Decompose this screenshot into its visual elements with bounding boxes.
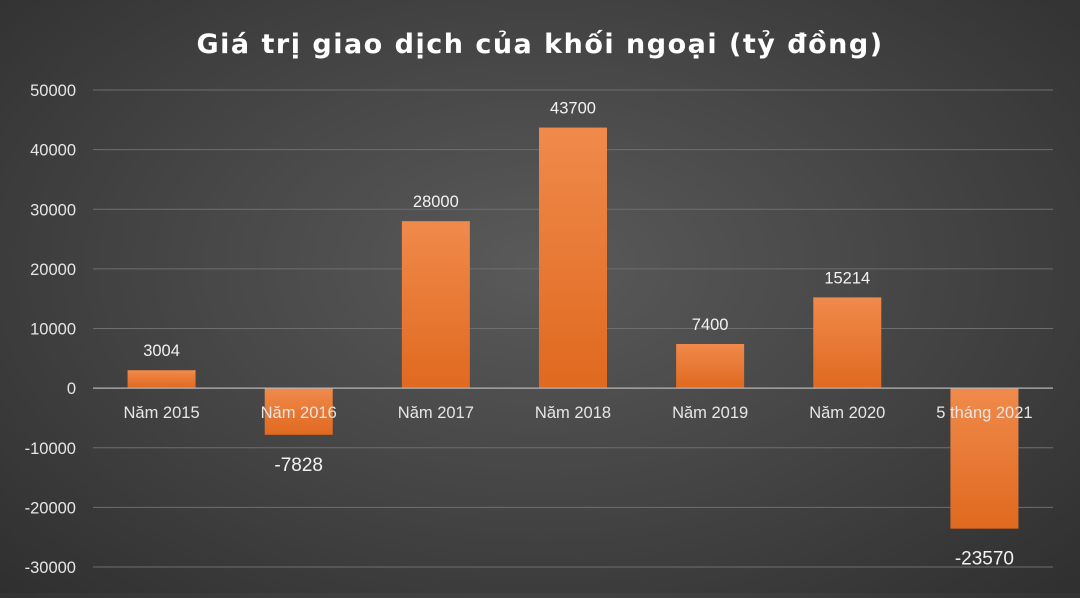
data-label: 3004 bbox=[143, 342, 180, 360]
bars bbox=[127, 127, 1019, 529]
x-axis-category-labels: Năm 2015 Năm 2016 Năm 2017 Năm 2018 Năm 2019… bbox=[124, 404, 1033, 422]
data-label: 7400 bbox=[692, 316, 729, 334]
data-label: 43700 bbox=[550, 100, 596, 118]
bar bbox=[127, 370, 196, 389]
y-tick-label: 40000 bbox=[30, 142, 76, 160]
y-tick-label: -20000 bbox=[25, 499, 76, 517]
data-label: -23570 bbox=[955, 549, 1014, 570]
bar bbox=[401, 221, 470, 389]
x-category-label: Năm 2019 bbox=[672, 404, 748, 422]
y-tick-label: -10000 bbox=[25, 440, 76, 458]
bar bbox=[813, 297, 882, 389]
y-tick-label: 10000 bbox=[30, 321, 76, 339]
data-labels: 3004 -7828 28000 43700 7400 15214 -23570 bbox=[143, 100, 1014, 570]
y-axis-tick-labels: 50000 40000 30000 20000 10000 0 -10000 -20000 -3… bbox=[25, 82, 76, 577]
data-label: -7828 bbox=[274, 455, 323, 476]
bar bbox=[539, 127, 607, 389]
x-category-label: Năm 2020 bbox=[809, 404, 885, 422]
bar bbox=[264, 388, 333, 435]
x-category-label: Năm 2017 bbox=[398, 404, 474, 422]
x-category-label: 5 tháng 2021 bbox=[936, 404, 1032, 422]
y-tick-label: 50000 bbox=[30, 82, 76, 100]
y-tick-label: 30000 bbox=[30, 201, 76, 219]
y-tick-label: -30000 bbox=[25, 559, 76, 577]
y-tick-label: 0 bbox=[67, 380, 76, 398]
x-category-label: Năm 2016 bbox=[261, 404, 337, 422]
data-label: 15214 bbox=[824, 269, 870, 287]
chart-title: Giá trị giao dịch của khối ngoại (tỷ đồn… bbox=[196, 29, 883, 60]
x-category-label: Năm 2015 bbox=[124, 404, 200, 422]
data-label: 28000 bbox=[413, 193, 459, 211]
y-tick-label: 20000 bbox=[30, 261, 76, 279]
bar bbox=[676, 344, 745, 389]
x-category-label: Năm 2018 bbox=[535, 404, 611, 422]
bar bbox=[950, 388, 1019, 529]
